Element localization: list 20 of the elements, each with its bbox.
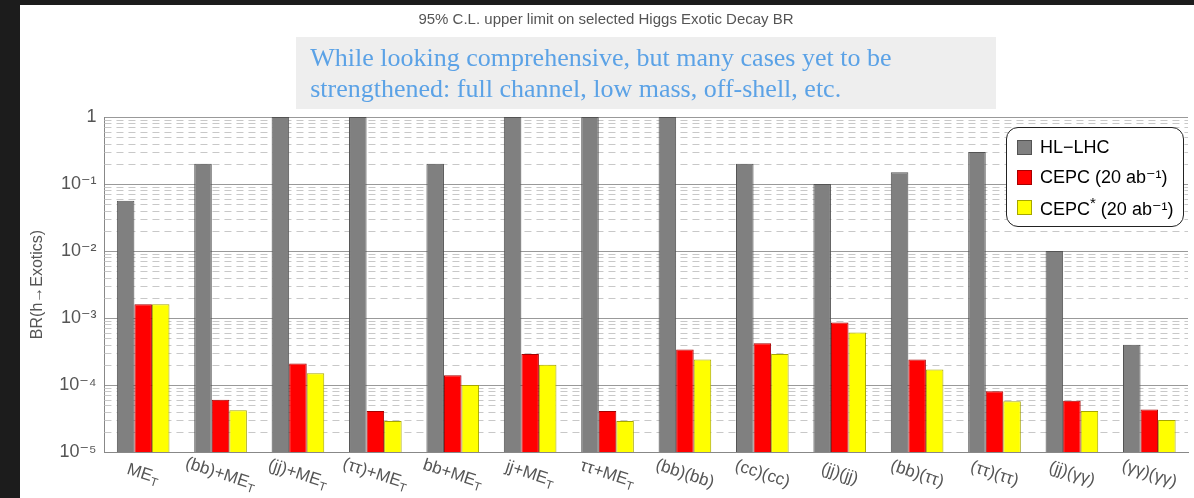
legend-label: CEPC (20 ab⁻¹): [1040, 166, 1168, 188]
x-tick-label: bb+MET: [420, 454, 484, 495]
y-tick-label: 10⁻²: [60, 239, 97, 260]
x-tick-label: (ττ)(ττ): [968, 456, 1022, 490]
y-axis-title: BR(h→Exotics): [28, 229, 46, 340]
y-tick-label: 1: [86, 105, 97, 126]
y-tick-label: 10⁻¹: [60, 172, 97, 193]
y-tick-label: 10⁻⁵: [59, 440, 97, 461]
legend-label: CEPC$^{*}$ (20 ab⁻¹): [1040, 194, 1174, 220]
y-tick-label: 10⁻⁴: [59, 373, 97, 394]
text: While looking comprehensive, but many cases yet to be strengthened: full channel, low mass, off-shell, etc.: [296, 37, 997, 109]
chart-title: 95% C.L. upper limit on selected Higgs Exotic Decay BR: [418, 10, 794, 28]
x-tick-label: (jj)(jj): [819, 458, 861, 489]
x-tick-label: jj+MET: [502, 456, 556, 493]
x-tick-label: (jj)+MET: [265, 454, 329, 495]
y-tick-label: 10⁻³: [60, 306, 97, 327]
legend-label: HL−LHC: [1040, 136, 1110, 158]
x-tick-label: MET: [124, 459, 161, 491]
x-tick-label: (jj)(γγ): [1046, 456, 1098, 490]
x-tick-label: ττ+MET: [578, 455, 636, 494]
